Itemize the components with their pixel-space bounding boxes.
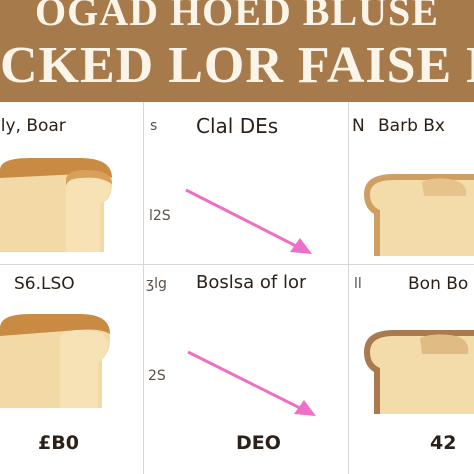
cell-side-mark: s <box>150 118 158 134</box>
cell-label-row2-middle: Boslsa of lor <box>196 272 307 293</box>
cell-label-row2-left: S6.LSO <box>14 274 75 294</box>
trend-arrow-icon <box>185 188 312 254</box>
cell-side-mark: 2S <box>148 368 166 384</box>
title-banner: OGAD HOED BLUSE CKED LOR FAISE BBRO <box>0 0 474 102</box>
bread-slice-image <box>364 174 474 256</box>
bread-loaf-image <box>0 314 110 408</box>
grid-divider <box>348 102 349 474</box>
cell-side-mark: N <box>352 116 365 136</box>
bread-slice-image <box>364 330 474 414</box>
comparison-grid: lly, Boar s Clal DEs N Barb Bx l2S S6.LS… <box>0 102 474 474</box>
cell-side-mark: ll <box>354 276 362 292</box>
grid-divider <box>0 264 474 265</box>
trend-arrow-icon <box>187 350 316 416</box>
cell-side-mark: l2S <box>149 208 171 224</box>
cell-side-mark: ʒlg <box>146 276 167 292</box>
cell-label-top-right: Barb Bx <box>378 116 445 136</box>
grid-divider <box>143 102 144 474</box>
value-bottom-left: £B0 <box>38 432 79 454</box>
banner-title-line-1: OGAD HOED BLUSE <box>35 0 439 34</box>
bread-loaf-image <box>0 158 112 252</box>
value-bottom-right: 42 <box>430 432 457 454</box>
banner-title-line-2: CKED LOR FAISE BBRO <box>0 38 474 94</box>
cell-label-row2-right: Bon Bo <box>408 274 469 294</box>
value-bottom-middle: DEO <box>236 432 281 454</box>
cell-label-top-middle: Clal DEs <box>196 114 279 138</box>
cell-label-top-left: lly, Boar <box>0 116 66 136</box>
